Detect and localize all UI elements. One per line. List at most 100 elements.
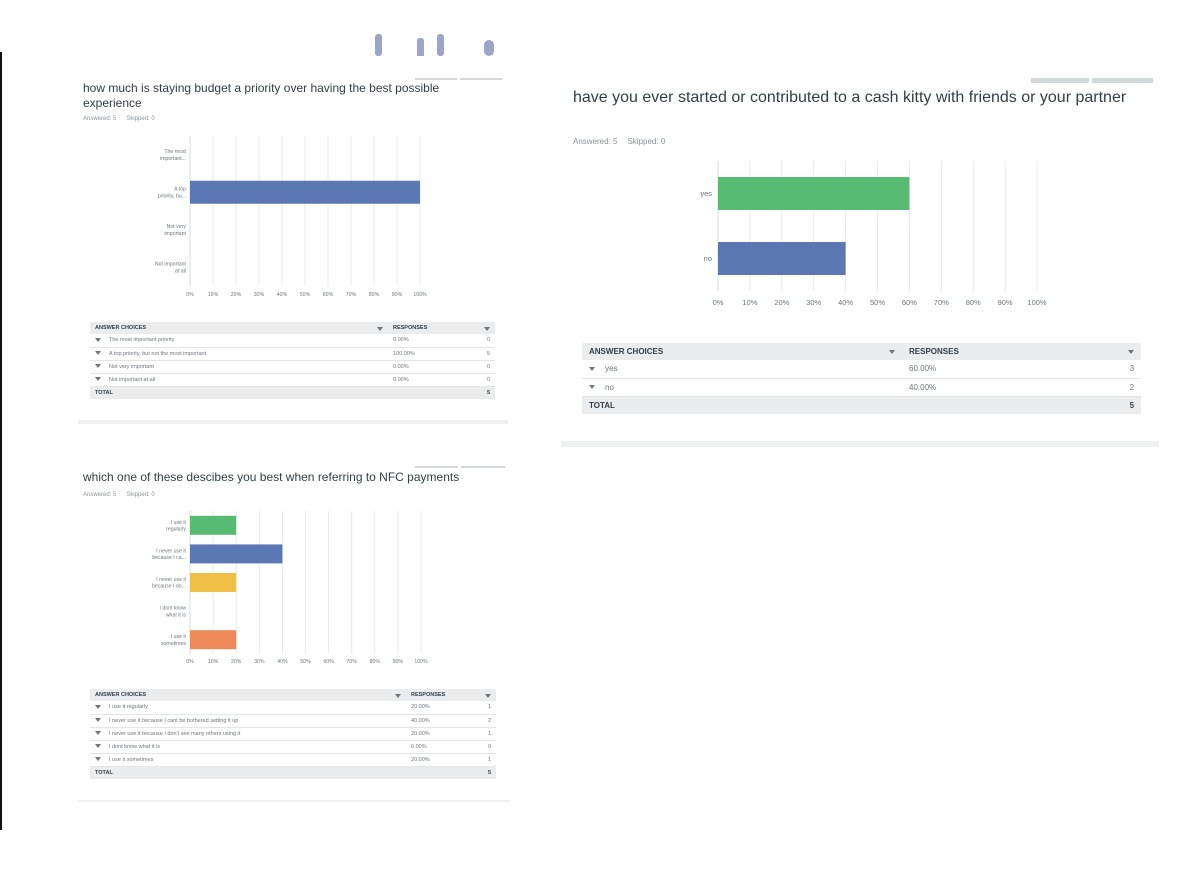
question-title: have you ever started or contributed to … — [573, 89, 1127, 106]
expand-caret-icon[interactable] — [95, 364, 101, 369]
response-percent: 40.00% — [406, 714, 476, 728]
expand-caret-icon[interactable] — [95, 704, 101, 709]
x-tick-label: 80% — [966, 298, 981, 307]
responses-header[interactable]: RESPONSES — [388, 322, 496, 334]
x-tick-label: 0% — [186, 659, 194, 665]
answer-choice-cell: I use it sometimes — [90, 753, 406, 767]
table-row[interactable]: A top priority, but not the most importa… — [90, 347, 496, 361]
card-divider — [78, 800, 510, 802]
bar — [718, 177, 910, 210]
x-tick-label: 80% — [370, 659, 381, 665]
category-label: sometimes — [161, 641, 186, 647]
bar — [718, 242, 846, 275]
card-divider — [561, 441, 1159, 447]
bar-chart: 0% 10% 20% 30% 40% 50% 60% 70% 80% 90% 100% yes no — [700, 161, 1047, 307]
total-spacer — [388, 386, 470, 399]
x-tick-label: 60% — [902, 298, 917, 307]
tab-indicator[interactable] — [415, 466, 458, 468]
card-divider — [78, 420, 508, 424]
answer-choices-header[interactable]: ANSWER CHOICES — [90, 322, 388, 334]
answer-choice-cell: I dont know what it is — [90, 740, 406, 754]
total-row: TOTAL 5 — [90, 386, 496, 399]
answer-choices-header[interactable]: ANSWER CHOICES — [582, 343, 902, 360]
response-percent: 100.00% — [388, 347, 470, 361]
x-tick-label: 20% — [231, 292, 242, 298]
answer-choice-cell: The most important priority — [90, 334, 388, 348]
category-label: I never use it — [156, 548, 186, 554]
x-tick-label: 10% — [208, 292, 219, 298]
x-tick-label: 100% — [1027, 298, 1047, 307]
expand-caret-icon[interactable] — [95, 351, 101, 356]
response-count: 0 — [470, 373, 496, 387]
answer-choice-label: yes — [605, 364, 618, 374]
response-meta: Answered: 5 Skipped: 0 — [83, 492, 155, 498]
table-row[interactable]: I dont know what it is 0.00% 0 — [90, 740, 497, 754]
table-row[interactable]: I use it regularly 20.00% 1 — [90, 701, 497, 715]
total-count: 5 — [1102, 396, 1142, 414]
table-row[interactable]: Not important at all 0.00% 0 — [90, 373, 496, 387]
category-label: important... — [160, 156, 186, 162]
table-row[interactable]: I use it sometimes 20.00% 1 — [90, 753, 497, 767]
bar-chart: 0% 10% 20% 30% 40% 50% 60% 70% 80% 90% 100% I use i… — [152, 511, 428, 665]
response-meta: Answered: 5 Skipped: 0 — [573, 137, 665, 146]
tab-indicator[interactable] — [461, 466, 505, 468]
expand-caret-icon[interactable] — [95, 337, 101, 342]
response-count: 3 — [1102, 360, 1142, 379]
x-tick-label: 30% — [254, 659, 265, 665]
category-label: A top — [174, 187, 186, 193]
tab-indicator[interactable] — [460, 78, 502, 80]
answer-choice-label: I dont know what it is — [109, 743, 161, 750]
bar-chart: 0% 10% 20% 30% 40% 50% 60% 70% 80% 90% 100% The mos… — [155, 136, 427, 298]
response-percent: 40.00% — [902, 378, 1102, 397]
tab-indicator[interactable] — [415, 78, 457, 80]
total-spacer — [406, 766, 476, 779]
expand-caret-icon[interactable] — [95, 757, 101, 762]
answer-choices-header[interactable]: ANSWER CHOICES — [90, 689, 406, 701]
table-row[interactable]: The most important priority 0.00% 0 — [90, 334, 496, 348]
answer-choice-cell: I never use it because I don't see many … — [90, 727, 406, 741]
x-tick-label: 10% — [208, 659, 219, 665]
answer-choice-cell: yes — [582, 360, 902, 379]
table-row[interactable]: I never use it because I don't see many … — [90, 727, 497, 741]
x-tick-label: 40% — [838, 298, 853, 307]
x-tick-label: 90% — [998, 298, 1013, 307]
expand-caret-icon[interactable] — [95, 744, 101, 749]
response-count: 0 — [476, 740, 497, 754]
answer-choice-cell: no — [582, 378, 902, 397]
category-label: I use it — [171, 520, 187, 526]
answer-choice-cell: Not very important — [90, 360, 388, 374]
table-row[interactable]: I never use it because I cant be bothere… — [90, 714, 497, 728]
expand-caret-icon[interactable] — [95, 377, 101, 382]
answer-choice-cell: I never use it because I cant be bothere… — [90, 714, 406, 728]
question-card-budget: how much is staying budget a priority ov… — [78, 64, 508, 424]
x-tick-label: 50% — [870, 298, 885, 307]
response-percent: 0.00% — [388, 360, 470, 374]
x-tick-label: 0% — [186, 292, 194, 298]
total-spacer — [902, 396, 1102, 414]
table-row[interactable]: no 40.00% 2 — [582, 378, 1142, 397]
category-label: at all — [175, 268, 186, 274]
answer-table: ANSWER CHOICES RESPONSES The most import… — [90, 322, 496, 399]
expand-caret-icon[interactable] — [95, 731, 101, 736]
expand-caret-icon[interactable] — [95, 718, 101, 723]
response-count: 0 — [470, 360, 496, 374]
table-row[interactable]: yes 60.00% 3 — [582, 360, 1142, 379]
response-percent: 0.00% — [388, 373, 470, 387]
tab-indicator[interactable] — [1092, 78, 1153, 83]
skipped-count: Skipped: 0 — [126, 116, 155, 122]
question-card-kitty: have you ever started or contributed to … — [561, 64, 1159, 447]
expand-caret-icon[interactable] — [589, 367, 595, 372]
x-tick-label: 40% — [277, 659, 288, 665]
response-count: 5 — [470, 347, 496, 361]
expand-caret-icon[interactable] — [589, 385, 595, 390]
category-label: priority, bu... — [158, 193, 186, 199]
x-tick-label: 70% — [346, 292, 357, 298]
responses-header[interactable]: RESPONSES — [406, 689, 497, 701]
answer-choice-label: A top priority, but not the most importa… — [109, 350, 207, 357]
x-tick-label: 50% — [300, 659, 311, 665]
tab-indicator[interactable] — [1031, 78, 1089, 83]
bar — [190, 630, 237, 650]
category-label: Not important — [155, 262, 187, 268]
table-row[interactable]: Not very important 0.00% 0 — [90, 360, 496, 374]
responses-header[interactable]: RESPONSES — [902, 343, 1142, 360]
